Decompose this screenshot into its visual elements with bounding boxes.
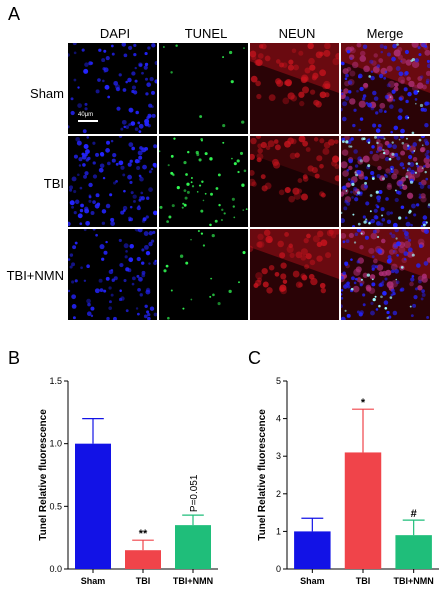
micrograph-sham-merge: [341, 43, 430, 134]
micrograph-tbi-dapi: [68, 136, 157, 227]
chart-b-y-label: Tunel Relative fluorescence: [38, 409, 49, 541]
chart-c-x-tick-label: TBI: [356, 576, 371, 586]
chart-b-y-tick-label: 0.5: [49, 501, 62, 511]
bar-chart-c: 0 1 2 3 4 5 Tunel Relative fluorescence Sham TBI…: [225, 360, 444, 592]
column-header-dapi: DAPI: [99, 26, 131, 41]
chart-b-y-tick-label: 0.0: [49, 564, 62, 574]
micrograph-sham-neun: [250, 43, 339, 134]
micrograph-tbi-tunel: [159, 136, 248, 227]
scale-bar-label: 40μm: [78, 112, 94, 118]
chart-b-annotation: **: [139, 528, 148, 540]
panel-label-a: A: [8, 4, 21, 24]
chart-b-bar-2: [175, 525, 211, 569]
chart-c-y-label: Tunel Relative fluorescence: [257, 409, 268, 541]
chart-c-y-tick-label: 2: [276, 489, 281, 499]
chart-c-x-tick-label: Sham: [300, 576, 325, 586]
chart-c-svg: 0 1 2 3 4 5 Tunel Relative fluorescence Sham TBI…: [257, 376, 439, 586]
chart-c-bar-2: [395, 535, 432, 569]
chart-b-y-tick-label: 1.5: [49, 376, 62, 386]
chart-c-annotation: #: [411, 508, 417, 520]
micrograph-tbi-neun: [250, 136, 339, 227]
chart-b-y-tick-label: 1.0: [49, 439, 62, 449]
chart-c-y-tick-label: 3: [276, 451, 281, 461]
column-header-neun: NEUN: [278, 26, 316, 41]
chart-b-bar-0: [75, 443, 111, 569]
chart-c-annotation: *: [361, 397, 366, 409]
micrograph-sham-dapi: 40μm: [68, 43, 157, 134]
chart-b-x-tick-label: Sham: [81, 576, 106, 586]
micrograph-tbi-merge: [341, 136, 430, 227]
panel-label-c: C: [248, 348, 261, 368]
column-header-merge: Merge: [366, 26, 404, 41]
chart-c-y-tick-label: 4: [276, 414, 281, 424]
micrograph-sham-tunel: [159, 43, 248, 134]
bar-chart-b: 0.0 0.5 1.0 1.5 Tunel Relative fluorescence S…: [0, 360, 225, 592]
micrograph-tbi-nmn-dapi: [68, 229, 157, 320]
chart-b-annotation: P=0.051: [189, 474, 200, 512]
row-header-tbi-nmn: TBI+NMN: [6, 268, 64, 283]
scale-bar: [78, 120, 98, 122]
chart-b-x-tick-label: TBI: [136, 576, 151, 586]
panel-label-b: B: [8, 348, 21, 368]
chart-c-y-tick-label: 5: [276, 376, 281, 386]
micrograph-tbi-nmn-neun: [250, 229, 339, 320]
micrograph-tbi-nmn-merge: [341, 229, 430, 320]
chart-c-x-tick-label: TBI+NMN: [394, 576, 434, 586]
chart-b-bar-1: [125, 550, 161, 569]
column-header-tunel: TUNEL: [184, 26, 228, 41]
chart-c-bar-0: [294, 531, 331, 569]
chart-c-bar-1: [344, 452, 382, 569]
chart-b-x-tick-label: TBI+NMN: [173, 576, 213, 586]
row-header-sham: Sham: [30, 86, 64, 101]
chart-b-svg: 0.0 0.5 1.0 1.5 Tunel Relative fluorescence S…: [38, 376, 218, 586]
row-header-tbi: TBI: [43, 176, 64, 191]
micrograph-tbi-nmn-tunel: [159, 229, 248, 320]
chart-c-y-tick-label: 0: [276, 564, 281, 574]
chart-c-y-tick-label: 1: [276, 526, 281, 536]
